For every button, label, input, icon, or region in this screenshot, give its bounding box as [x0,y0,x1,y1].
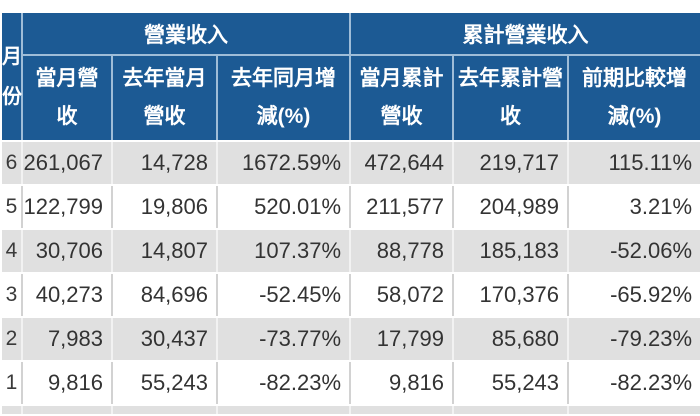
month-cell: 1 [2,361,23,406]
value-cell: -79.23% [568,317,700,362]
value-cell: 107.37% [217,229,352,274]
table-header: 月 份 營業收入 累計營業收入 當月營 收 去年當月 營收 去年同月增 減(%)… [2,13,700,142]
value-cell: 115.11% [568,141,700,186]
column-header-current-month-revenue: 當月營 收 [22,55,113,142]
table-footer [2,405,700,414]
value-cell: 211,577 [350,185,455,230]
partial-next-row [2,405,700,414]
month-column-header: 月 份 [2,13,23,142]
table-row: 1 9,816 55,243 -82.23% 9,816 55,243 -82.23% [2,361,700,406]
table-row: 5 122,799 19,806 520.01% 211,577 204,989 3.21% [2,185,700,230]
month-cell: 4 [2,229,23,274]
table-row: 6 261,067 14,728 1672.59% 472,644 219,717 115.… [2,141,700,186]
month-cell: 3 [2,273,23,318]
value-cell: 84,696 [112,273,218,318]
value-cell: 55,243 [453,361,570,406]
value-cell: 170,376 [453,273,570,318]
value-cell: 204,989 [453,185,570,230]
value-cell: 30,706 [22,229,113,274]
value-cell: 19,806 [112,185,218,230]
column-header-row: 當月營 收 去年當月 營收 去年同月增 減(%) 當月累計 營收 去年累計營 收… [2,55,700,142]
table-row: 4 30,706 14,807 107.37% 88,778 185,183 -52.06% [2,229,700,274]
table-body: 6 261,067 14,728 1672.59% 472,644 219,717 115.… [2,141,700,406]
value-cell: 40,273 [22,273,113,318]
group-header-row: 月 份 營業收入 累計營業收入 [2,13,700,142]
value-cell: 122,799 [22,185,113,230]
column-header-period-change-pct: 前期比較增 減(%) [568,55,700,142]
column-header-last-year-month-revenue: 去年當月 營收 [112,55,218,142]
month-cell: 6 [2,141,23,186]
value-cell: 261,067 [22,141,113,186]
value-cell: 7,983 [22,317,113,362]
value-cell: 185,183 [453,229,570,274]
value-cell: 3.21% [568,185,700,230]
partial-cell [2,405,23,414]
value-cell: 17,799 [350,317,455,362]
value-cell: 30,437 [112,317,218,362]
partial-cell [112,405,218,414]
value-cell: -65.92% [568,273,700,318]
group-header-revenue: 營業收入 [22,13,352,56]
value-cell: -73.77% [217,317,352,362]
column-header-cumulative-revenue: 當月累計 營收 [350,55,455,142]
group-header-cumulative-revenue: 累計營業收入 [350,13,700,56]
value-cell: 14,728 [112,141,218,186]
value-cell: 472,644 [350,141,455,186]
value-cell: 520.01% [217,185,352,230]
monthly-revenue-table: 月 份 營業收入 累計營業收入 當月營 收 去年當月 營收 去年同月增 減(%)… [2,13,700,414]
partial-cell [350,405,455,414]
value-cell: 55,243 [112,361,218,406]
value-cell: -82.23% [568,361,700,406]
value-cell: -52.45% [217,273,352,318]
value-cell: 85,680 [453,317,570,362]
table-row: 2 7,983 30,437 -73.77% 17,799 85,680 -79.23% [2,317,700,362]
value-cell: -82.23% [217,361,352,406]
table-row: 3 40,273 84,696 -52.45% 58,072 170,376 -65.92% [2,273,700,318]
partial-cell [22,405,113,414]
value-cell: 88,778 [350,229,455,274]
value-cell: -52.06% [568,229,700,274]
value-cell: 9,816 [22,361,113,406]
partial-cell [568,405,700,414]
column-header-last-year-cumulative: 去年累計營 收 [453,55,570,142]
value-cell: 9,816 [350,361,455,406]
value-cell: 1672.59% [217,141,352,186]
partial-cell [453,405,570,414]
partial-cell [217,405,352,414]
month-cell: 5 [2,185,23,230]
value-cell: 58,072 [350,273,455,318]
column-header-yoy-change-pct: 去年同月增 減(%) [217,55,352,142]
value-cell: 14,807 [112,229,218,274]
month-cell: 2 [2,317,23,362]
value-cell: 219,717 [453,141,570,186]
